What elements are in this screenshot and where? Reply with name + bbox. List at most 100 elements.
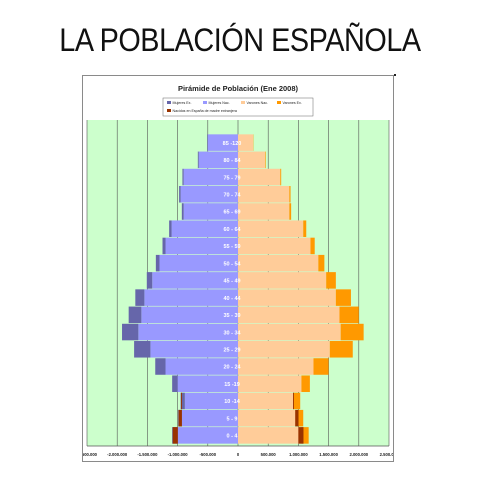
- chart-frame: 0 - 4 5 - 9 10 -14 15 -19 20 - 24 25 - 29 30 -…: [82, 75, 394, 462]
- legend-swatch: [203, 101, 207, 104]
- bar-mujeres-nac: [180, 186, 238, 203]
- bar-varones-nac: [238, 341, 330, 358]
- bar-mujeres-nac: [159, 254, 238, 272]
- bar-varones-nac: [238, 186, 290, 203]
- legend-box: [162, 97, 314, 117]
- age-group-label: 30 - 34: [223, 330, 241, 336]
- bar-varones-ex: [318, 254, 325, 272]
- x-tick-label: -500.000: [200, 452, 217, 457]
- bar-mujeres-ex: [162, 237, 166, 255]
- x-tick-label: -2.000.000: [107, 452, 128, 457]
- bar-varones-ex: [280, 168, 282, 186]
- bar-mujeres-ex: [180, 392, 185, 410]
- legend-label: Varones Nac.: [247, 101, 269, 105]
- bar-mujeres-nac: [171, 220, 238, 237]
- bar-varones-nac: [238, 272, 327, 289]
- bar-nacidos-madre-ex-left: [178, 409, 182, 427]
- x-tick-label: -1.500.000: [137, 452, 158, 457]
- bar-mujeres-ex: [146, 272, 153, 289]
- legend-swatch: [167, 109, 171, 112]
- bar-varones-nac: [238, 392, 294, 410]
- age-group-label: 65 - 69: [223, 210, 240, 216]
- bar-mujeres-ex: [155, 254, 160, 272]
- bar-mujeres-nac: [144, 289, 238, 306]
- bar-mujeres-ex: [122, 323, 139, 341]
- age-group-label: 15 -19: [224, 382, 240, 388]
- bar-mujeres-ex: [135, 289, 145, 306]
- x-tick-label: 1.000.000: [289, 452, 308, 457]
- slide-marker: [394, 74, 396, 76]
- bar-mujeres-ex: [169, 220, 172, 237]
- bar-varones-nac: [238, 151, 266, 169]
- bar-varones-nac: [238, 203, 290, 220]
- bar-varones-nac: [238, 134, 254, 151]
- bar-varones-nac: [238, 409, 298, 427]
- age-group-label: 0 - 4: [226, 434, 238, 440]
- age-group-label: 55 - 59: [223, 244, 240, 250]
- bar-mujeres-ex: [155, 358, 166, 375]
- bar-nacidos-madre-ex-left: [181, 392, 182, 410]
- bar-varones-nac: [238, 168, 281, 186]
- bar-nacidos-madre-ex-right: [293, 392, 294, 410]
- bar-mujeres-nac: [165, 237, 238, 255]
- bar-mujeres-ex: [134, 341, 151, 358]
- bar-mujeres-nac: [165, 358, 238, 375]
- legend-label: Mujeres Nac.: [209, 101, 230, 105]
- bar-varones-ex: [293, 392, 301, 410]
- bar-mujeres-nac: [141, 306, 238, 324]
- bar-varones-nac: [238, 237, 311, 255]
- age-group-label: 50 - 54: [223, 261, 241, 267]
- bar-mujeres-nac: [152, 272, 238, 289]
- bar-mujeres-ex: [197, 151, 199, 169]
- age-group-label: 80 - 84: [223, 158, 241, 164]
- x-tick-label: 0: [237, 452, 240, 457]
- bar-varones-nac: [238, 323, 341, 341]
- bar-varones-ex: [301, 427, 309, 444]
- bar-varones-ex: [289, 203, 292, 220]
- legend-label: Mujeres Ex.: [173, 101, 192, 105]
- x-tick-label: 1.500.000: [319, 452, 338, 457]
- bar-mujeres-nac: [177, 427, 238, 444]
- bar-varones-ex: [303, 220, 307, 237]
- bar-mujeres-ex: [172, 375, 178, 392]
- page-title: LA POBLACIÓN ESPAÑOLA: [59, 22, 421, 58]
- bar-nacidos-madre-ex-left: [172, 427, 178, 444]
- bar-varones-ex: [329, 341, 353, 358]
- bar-mujeres-nac: [177, 375, 238, 392]
- bar-mujeres-nac: [183, 168, 238, 186]
- age-group-label: 40 - 44: [223, 296, 241, 302]
- age-group-label: 25 - 29: [223, 347, 240, 353]
- bar-varones-ex: [339, 306, 359, 324]
- legend-swatch: [167, 101, 171, 104]
- bar-mujeres-nac: [150, 341, 238, 358]
- bar-varones-ex: [313, 358, 329, 375]
- bar-varones-nac: [238, 375, 302, 392]
- bar-mujeres-nac: [184, 392, 238, 410]
- bar-varones-nac: [238, 254, 319, 272]
- x-tick-label: -2.500.000: [83, 452, 98, 457]
- bar-mujeres-ex: [182, 168, 184, 186]
- bar-mujeres-nac: [198, 151, 238, 169]
- x-tick-label: 2.000.000: [349, 452, 368, 457]
- age-group-label: 75 - 79: [223, 175, 240, 181]
- bar-varones-nac: [238, 220, 304, 237]
- bar-varones-nac: [238, 289, 336, 306]
- population-pyramid-chart: 0 - 4 5 - 9 10 -14 15 -19 20 - 24 25 - 29 30 -…: [83, 76, 393, 461]
- age-group-label: 20 - 24: [223, 365, 241, 371]
- legend-label: Varones Ex.: [283, 101, 302, 105]
- bar-varones-ex: [289, 186, 291, 203]
- bar-nacidos-madre-ex-right: [295, 409, 299, 427]
- age-group-label: 70 - 74: [223, 192, 241, 198]
- bar-varones-ex: [297, 409, 304, 427]
- bar-mujeres-nac: [181, 409, 238, 427]
- age-group-label: 45 - 49: [223, 279, 240, 285]
- bar-nacidos-madre-ex-right: [298, 427, 304, 444]
- age-group-label: 5 - 9: [226, 416, 237, 422]
- age-group-label: 60 - 64: [223, 227, 241, 233]
- chart-legend: Mujeres Ex. Mujeres Nac. Varones Nac. Varon…: [162, 97, 314, 117]
- bar-mujeres-nac: [138, 323, 238, 341]
- bar-varones-ex: [326, 272, 336, 289]
- x-tick-label: -1.000.000: [168, 452, 189, 457]
- chart-title: Pirámide de Población (Ene 2008): [178, 84, 299, 93]
- age-group-label: 85 -120: [223, 141, 242, 147]
